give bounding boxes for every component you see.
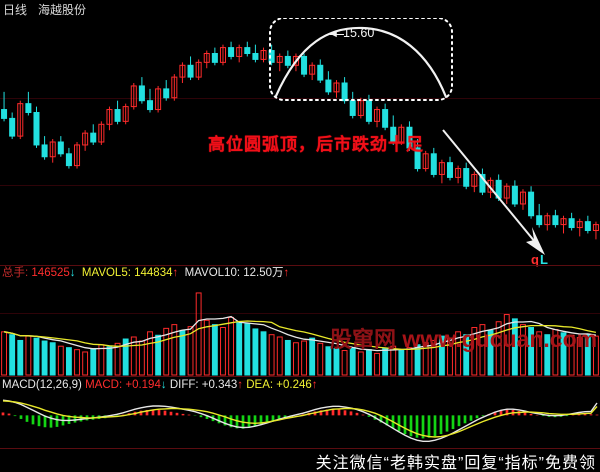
volume-total-label: 总手: <box>2 267 29 279</box>
mavol5-value: 144834 <box>134 267 173 279</box>
watermark-cn: 股窜网 <box>330 327 397 352</box>
macd-title: MACD(12,26,9) <box>2 379 82 391</box>
promo-text: 关注微信“老韩实盘”回复“指标”免费领 <box>315 454 596 472</box>
arc-top-annotation: 高位圆弧顶，后市跌劲十足 <box>208 135 424 154</box>
dea-label: DEA: <box>246 379 274 391</box>
period-label[interactable]: 日线 <box>3 3 28 17</box>
macd-indicator-panel[interactable] <box>0 377 600 449</box>
corner-mark-q: q <box>531 252 540 267</box>
mavol5-arrow: ↑ <box>172 267 179 279</box>
peak-leader-line <box>330 34 344 35</box>
dea-arrow: ↑ <box>311 379 318 391</box>
diff-arrow: ↑ <box>237 379 244 391</box>
panel-separator-1 <box>0 265 600 266</box>
volume-legend: 总手: 146525↓ MAVOL5: 144834↑ MAVOL10: 12.… <box>2 267 289 280</box>
volume-total-arrow: ↓ <box>69 267 76 279</box>
site-watermark: 股窜网 www.gucuan.com <box>330 322 597 354</box>
corner-mark-l: L <box>539 252 549 267</box>
volume-panel[interactable] <box>0 266 600 377</box>
panel-separator-3 <box>0 448 600 449</box>
diff-label: DIFF: <box>169 379 199 391</box>
corner-marks: qL <box>531 252 549 267</box>
mavol10-value: 12.50万 <box>243 267 284 279</box>
peak-price-label: 15.60 <box>343 26 375 40</box>
macd-arrow: ↓ <box>160 379 167 391</box>
macd-value: +0.194 <box>125 379 161 391</box>
volume-gridline <box>0 313 600 314</box>
diff-value: +0.343 <box>201 379 238 391</box>
panel-separator-2 <box>0 376 600 377</box>
chart-header: 日线 海越股份 <box>0 0 600 18</box>
mavol10-arrow: ↑ <box>283 267 290 279</box>
mavol10-label: MAVOL10: <box>184 267 241 279</box>
mavol5-label: MAVOL5: <box>81 267 131 279</box>
volume-series <box>1 292 599 376</box>
price-gridline-upper <box>0 98 600 99</box>
price-candlestick-panel[interactable] <box>0 18 600 266</box>
stock-name-label[interactable]: 海越股份 <box>38 3 87 17</box>
candlestick-series <box>1 41 599 240</box>
dea-value: +0.246 <box>276 379 312 391</box>
macd-label: MACD: <box>85 379 123 391</box>
promo-text-container: 关注微信“老韩实盘”回复“指标”免费领 <box>0 449 600 472</box>
volume-total-value: 146525 <box>31 267 70 279</box>
promo-bar: 关注微信“老韩实盘”回复“指标”免费领 <box>0 449 600 472</box>
watermark-url: www.gucuan.com <box>402 326 598 352</box>
macd-series <box>1 399 599 443</box>
price-annotation-layer <box>269 18 545 255</box>
macd-legend: MACD(12,26,9) MACD: +0.194↓ DIFF: +0.343… <box>2 379 318 392</box>
price-gridline-lower <box>0 185 600 186</box>
